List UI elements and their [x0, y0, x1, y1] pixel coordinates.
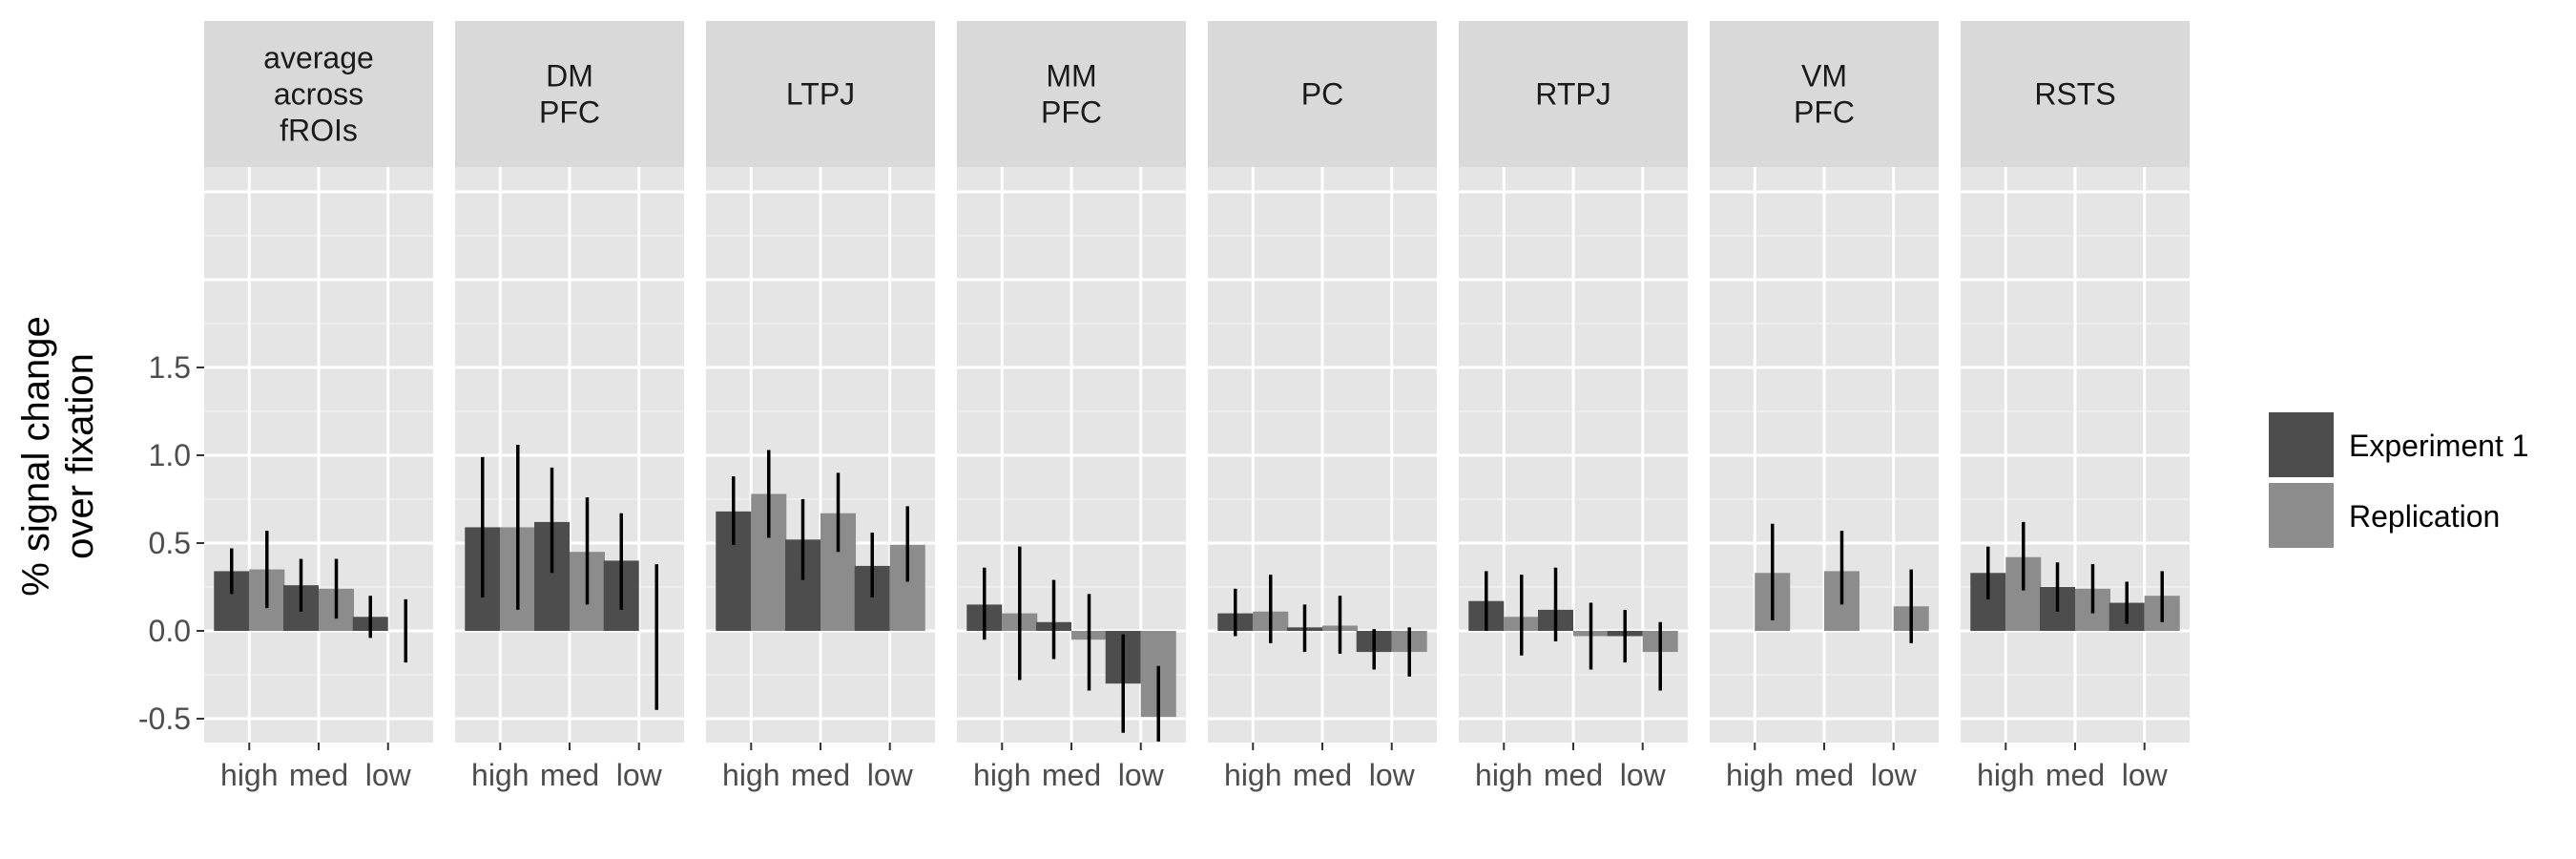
x-tick-label: low	[616, 758, 663, 792]
x-tick-label: high	[973, 758, 1031, 792]
x-tick-label: high	[1475, 758, 1533, 792]
facet-strip	[1710, 21, 1939, 167]
facet-strip	[706, 21, 935, 167]
y-tick-label: 0.5	[149, 526, 191, 560]
x-tick-label: low	[365, 758, 412, 792]
x-tick-label: low	[1369, 758, 1416, 792]
legend-key	[2269, 412, 2334, 477]
facet-label: PFC	[1041, 95, 1102, 130]
x-tick-label: med	[1293, 758, 1352, 792]
x-tick-label: high	[1224, 758, 1282, 792]
facet-label: PC	[1301, 77, 1343, 112]
facet-label: DM	[546, 59, 593, 94]
facet-label: fROIs	[280, 114, 358, 148]
legend-label: Experiment 1	[2349, 429, 2529, 463]
y-axis-title: % signal change	[15, 316, 57, 597]
x-tick-label: med	[1795, 758, 1854, 792]
facet-label: average	[263, 41, 374, 75]
y-tick-label: -0.5	[138, 702, 191, 736]
y-tick-label: 0.0	[149, 614, 191, 648]
facet-strip	[1208, 21, 1437, 167]
facet-label: PFC	[1794, 95, 1855, 130]
x-tick-label: med	[2046, 758, 2105, 792]
y-axis-title: over fixation	[59, 353, 101, 559]
x-tick-label: med	[791, 758, 850, 792]
x-tick-label: low	[1620, 758, 1667, 792]
facet-label: MM	[1046, 59, 1096, 94]
facet-label: RTPJ	[1535, 77, 1610, 112]
facet-strip	[455, 21, 684, 167]
facet-label: VM	[1801, 59, 1847, 94]
y-tick-label: 1.5	[149, 350, 191, 385]
facet-strip	[204, 21, 433, 167]
x-tick-label: high	[1726, 758, 1784, 792]
y-tick-label: 1.0	[149, 438, 191, 472]
x-tick-label: low	[1118, 758, 1165, 792]
facet-strip	[957, 21, 1186, 167]
facet-strip	[1961, 21, 2190, 167]
x-tick-label: med	[540, 758, 599, 792]
x-tick-label: high	[471, 758, 530, 792]
facet-label: LTPJ	[786, 77, 855, 112]
facet-label: across	[274, 77, 364, 112]
facet-strip	[1459, 21, 1688, 167]
x-tick-label: med	[289, 758, 348, 792]
legend-label: Replication	[2349, 499, 2500, 534]
x-tick-label: med	[1042, 758, 1101, 792]
x-tick-label: low	[867, 758, 914, 792]
legend-key	[2269, 483, 2334, 548]
x-tick-label: low	[2122, 758, 2169, 792]
x-tick-label: high	[220, 758, 279, 792]
facet-label: RSTS	[2034, 77, 2115, 112]
x-tick-label: low	[1871, 758, 1918, 792]
x-tick-label: high	[722, 758, 780, 792]
x-tick-label: med	[1544, 758, 1603, 792]
x-tick-label: high	[1977, 758, 2035, 792]
facet-label: PFC	[539, 95, 600, 130]
